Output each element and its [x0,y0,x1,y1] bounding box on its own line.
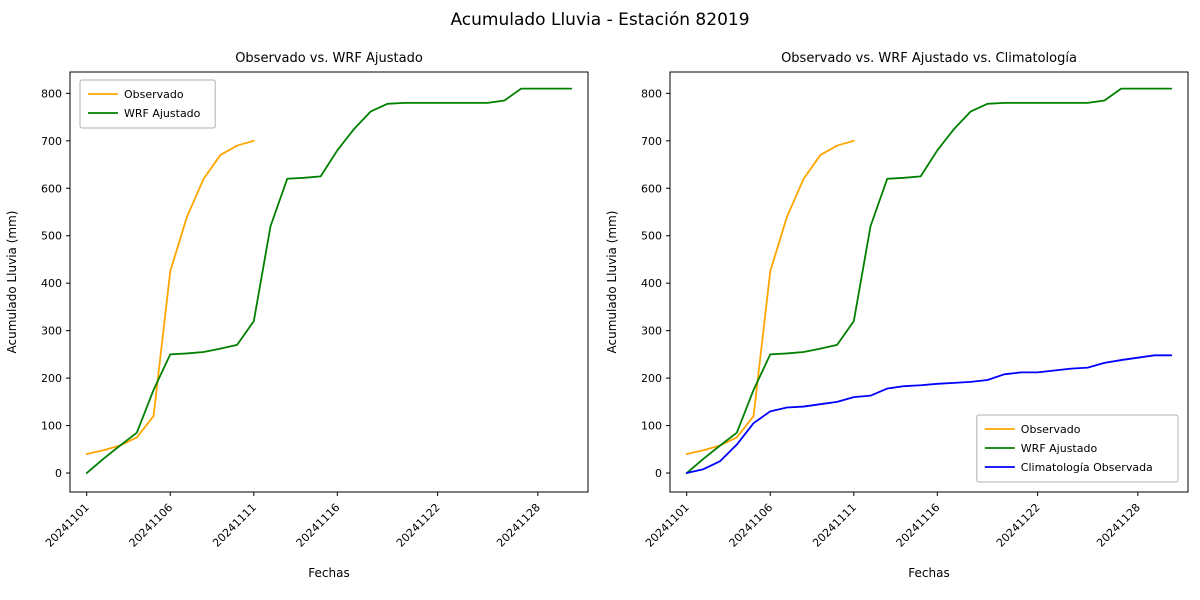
y-tick-label: 400 [41,277,62,290]
x-tick-label: 20241122 [994,501,1043,550]
legend: Observado WRF Ajustado [79,79,216,129]
y-tick-label: 600 [641,182,662,195]
series-observado [85,139,255,455]
y-tick-label: 800 [41,87,62,100]
legend-box [79,79,216,129]
y-tick-label: 200 [641,372,662,385]
legend-box [976,414,1179,483]
y-tick-label: 0 [55,467,62,480]
x-axis-label: Fechas [308,566,349,580]
legend-label: WRF Ajustado [124,107,201,120]
x-tick-label: 20241111 [810,501,859,550]
x-tick-label: 20241101 [643,501,692,550]
legend: Observado WRF Ajustado Climatología Observ… [976,414,1179,483]
axes-box [669,71,1189,493]
y-tick-label: 600 [41,182,62,195]
x-tick-label: 20241101 [43,501,92,550]
right-chart: Observado vs. WRF Ajustado vs. Climatolo… [605,51,1189,580]
x-tick-label: 20241111 [210,501,259,550]
y-tick-label: 100 [641,420,662,433]
x-tick-label: 20241106 [127,501,176,550]
series-wrf-ajustado [685,87,1173,474]
legend-label: Observado [124,88,184,101]
y-tick-label: 500 [41,230,62,243]
y-tick-label: 400 [641,277,662,290]
left-chart: Observado vs. WRF Ajustado 0 100 200 300 400 5… [5,51,589,580]
x-tick-label: 20241122 [394,501,443,550]
y-axis-label: Acumulado Lluvia (mm) [5,211,19,354]
series-observado [685,139,855,455]
x-axis-label: Fechas [908,566,949,580]
y-tick-label: 700 [641,135,662,148]
y-tick-label: 0 [655,467,662,480]
figure-title: Acumulado Lluvia - Estación 82019 [450,10,750,30]
subplot-title: Observado vs. WRF Ajustado [235,51,423,66]
y-tick-label: 300 [641,325,662,338]
y-tick-label: 300 [41,325,62,338]
y-tick-label: 200 [41,372,62,385]
x-tick-label: 20241116 [894,501,943,550]
legend-label: WRF Ajustado [1021,442,1098,455]
y-tick-label: 800 [641,87,662,100]
axes-box [69,71,589,493]
x-tick-label: 20241116 [294,501,343,550]
x-tick-label: 20241128 [1094,501,1143,550]
series-climatología-observada [685,354,1173,474]
subplot-title: Observado vs. WRF Ajustado vs. Climatolo… [781,51,1077,66]
x-tick-label: 20241106 [727,501,776,550]
y-axis-label: Acumulado Lluvia (mm) [605,211,619,354]
y-tick-label: 500 [641,230,662,243]
series-wrf-ajustado [85,87,573,474]
legend-label: Climatología Observada [1021,461,1153,474]
legend-label: Observado [1021,423,1081,436]
y-tick-label: 700 [41,135,62,148]
plots-row: Observado vs. WRF Ajustado 0 100 200 300 400 5… [0,38,1200,598]
x-tick-label: 20241128 [494,501,543,550]
y-tick-label: 100 [41,420,62,433]
